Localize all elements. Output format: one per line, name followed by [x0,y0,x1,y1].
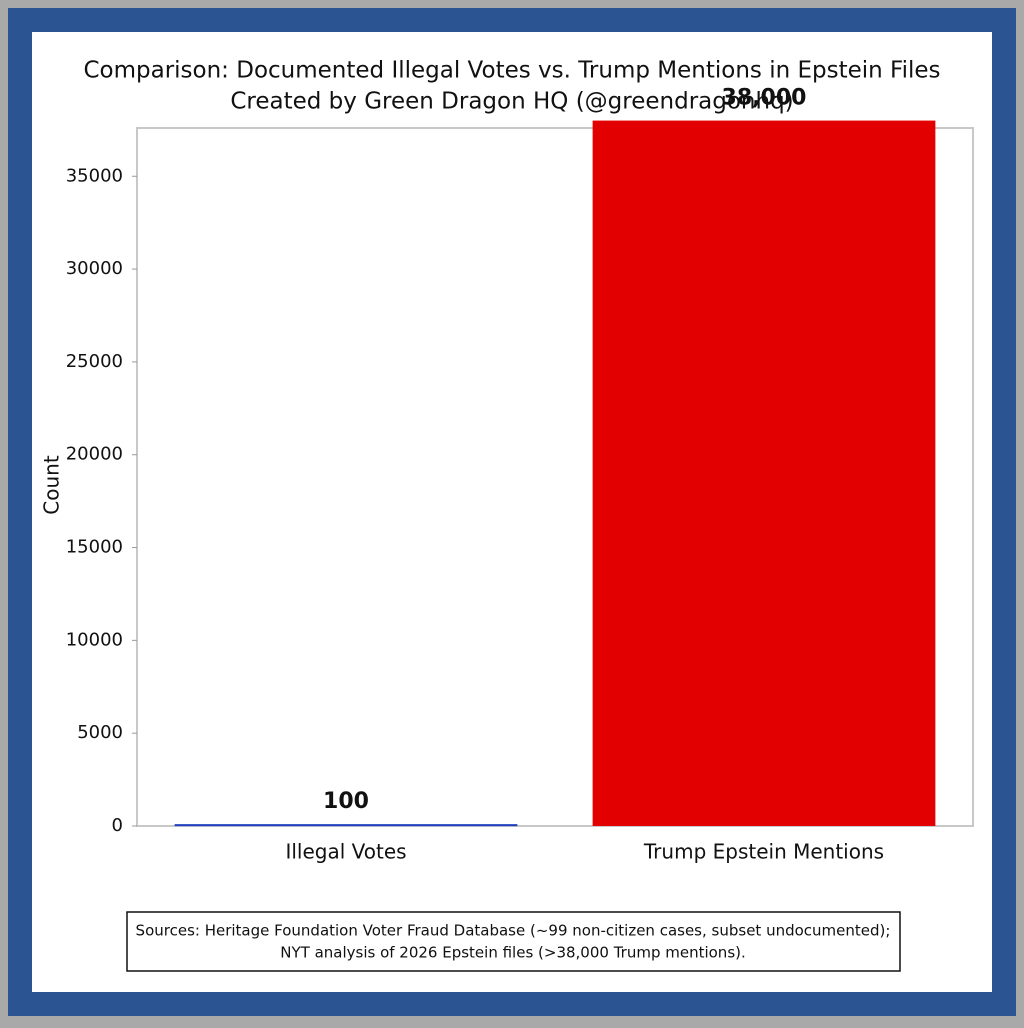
value-label: 38,000 [722,86,807,111]
y-tick-label: 5000 [77,722,123,743]
x-tick-label: Illegal Votes [285,840,406,864]
chart-title: Comparison: Documented Illegal Votes vs.… [83,58,940,84]
y-axis-label: Count [40,455,64,515]
y-tick-label: 0 [112,815,123,836]
source-line: NYT analysis of 2026 Epstein files (>38,… [280,944,746,962]
source-box [126,911,901,972]
y-tick-label: 20000 [66,444,123,465]
bar [174,824,518,827]
plot-frame [136,127,974,827]
source-line: Sources: Heritage Foundation Voter Fraud… [136,922,891,940]
bar [592,120,936,827]
y-tick-label: 10000 [66,629,123,650]
y-tick-label: 30000 [66,258,123,279]
chart-subtitle: Created by Green Dragon HQ (@greendragon… [230,89,793,115]
y-tick-label: 35000 [66,165,123,186]
value-label: 100 [323,789,369,814]
y-tick-label: 25000 [66,351,123,372]
y-tick-label: 15000 [66,537,123,558]
x-tick-label: Trump Epstein Mentions [643,840,884,864]
